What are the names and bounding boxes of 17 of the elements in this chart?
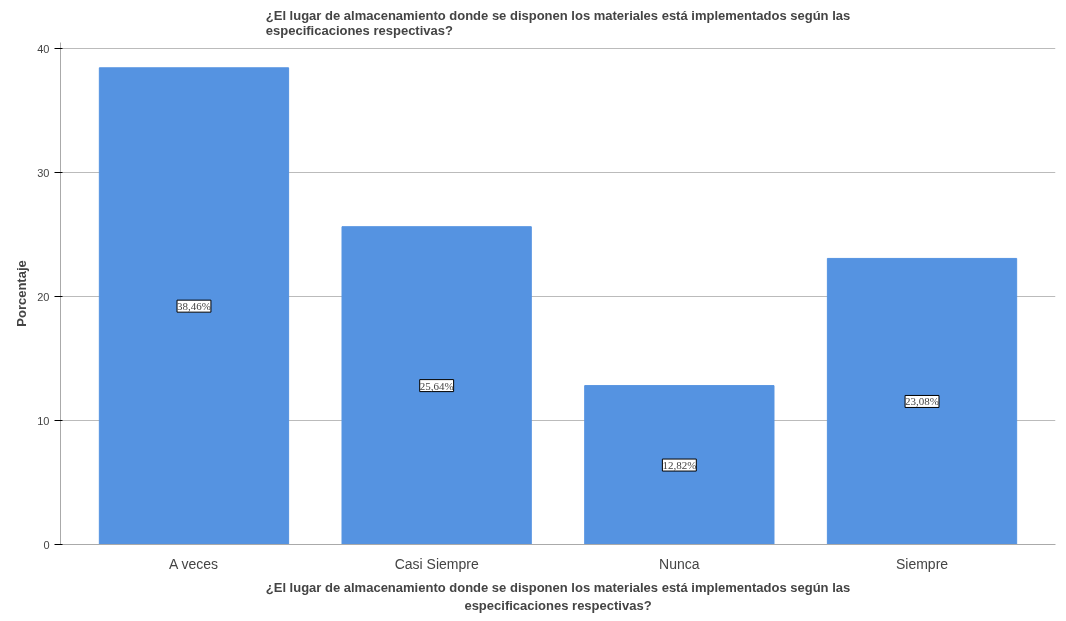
x-tick-label: Casi Siempre <box>394 555 479 572</box>
y-tick-label: 30 <box>37 166 50 179</box>
y-tick-label: 20 <box>37 290 50 303</box>
bar <box>584 385 775 545</box>
bar <box>98 67 290 545</box>
x-tick-label: Nunca <box>659 555 700 572</box>
chart-title: ¿El lugar de almacenamiento donde se disponen los materiales está implementados según las especificaciones respectivas? <box>265 7 851 38</box>
y-tick-label: 10 <box>37 414 50 427</box>
y-axis-title: Porcentaje <box>14 260 30 327</box>
x-tick-label: Siempre <box>895 555 949 572</box>
bar <box>826 257 1018 545</box>
x-axis-title: ¿El lugar de almacenamiento donde se disponen los materiales está implementados según las especificaciones respectivas? <box>265 579 851 613</box>
y-tick-label: 0 <box>43 538 50 551</box>
data-label: 12,82% <box>662 459 697 472</box>
y-tick-label: 40 <box>37 42 50 55</box>
bar <box>341 226 532 545</box>
x-tick-label: A veces <box>169 555 219 572</box>
